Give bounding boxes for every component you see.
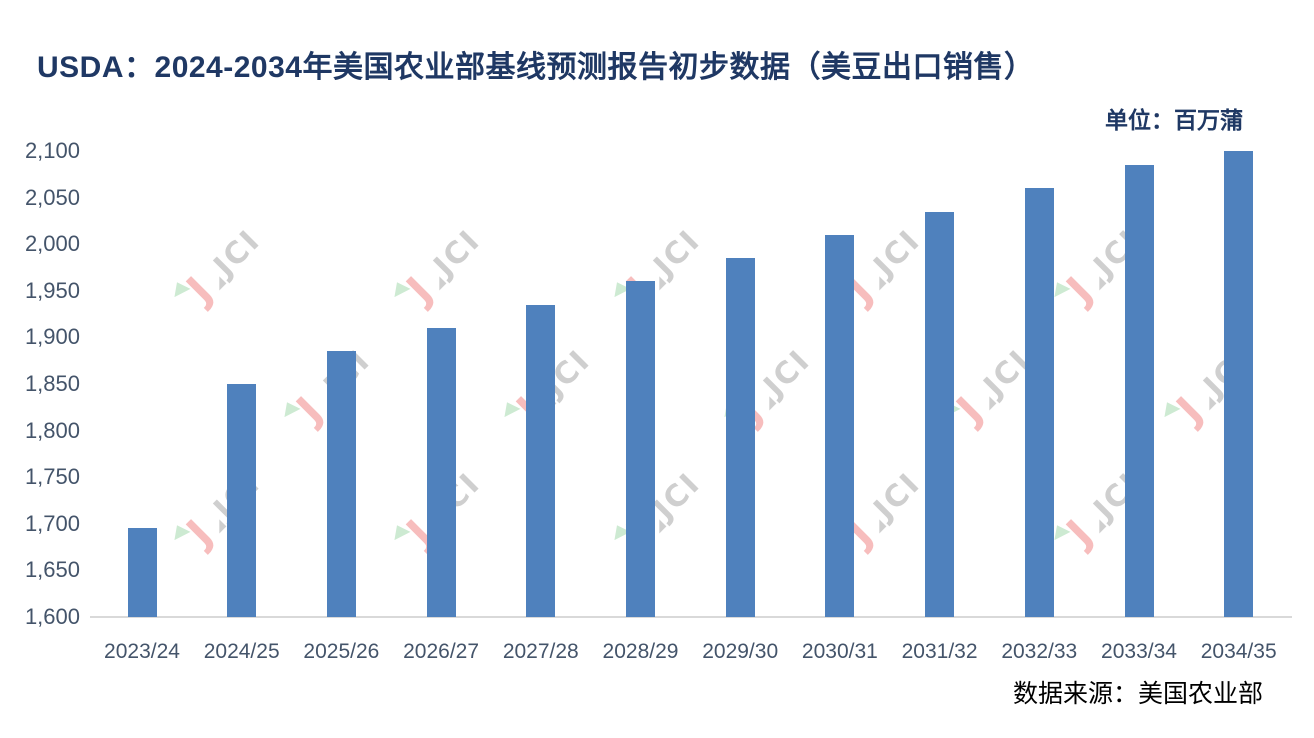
x-axis-tick-label: 2030/31	[801, 640, 878, 663]
x-axis-tick-label: 2025/26	[303, 640, 380, 663]
watermark-gray-wedge-icon	[212, 276, 227, 291]
watermark-jci-text: JCI	[866, 222, 928, 284]
watermark-j-logo: J	[168, 269, 221, 312]
y-axis-tick-label: 2,050	[24, 184, 80, 210]
x-axis-tick-label: 2024/25	[203, 640, 280, 663]
y-axis-tick-label: 2,100	[24, 138, 80, 163]
y-axis-tick-label: 1,600	[24, 604, 80, 629]
bar	[925, 211, 955, 617]
watermark-gray-wedge-icon	[1092, 519, 1107, 534]
x-axis-line	[90, 616, 1292, 618]
watermark-gray-wedge-icon	[872, 276, 887, 291]
watermark-j-logo: J	[388, 269, 441, 312]
watermark-green-triangle-icon	[498, 398, 521, 418]
watermark-gray-wedge-icon	[212, 519, 227, 534]
y-axis-tick-label: 1,800	[24, 417, 80, 443]
x-axis-tick-label: 2029/30	[702, 640, 779, 663]
watermark-j-logo: J	[938, 389, 991, 432]
watermark-gray-wedge-icon	[432, 276, 447, 291]
watermark-gray-wedge-icon	[872, 519, 887, 534]
bar	[626, 281, 655, 617]
y-axis-tick-label: 1,850	[24, 371, 80, 396]
watermark-green-triangle-icon	[388, 278, 411, 298]
bar	[127, 528, 157, 617]
bar	[1024, 188, 1054, 617]
y-axis-tick-label: 1,750	[24, 464, 80, 490]
x-axis-tick-label: 2032/33	[1001, 640, 1078, 663]
bar	[227, 384, 257, 617]
unit-label: 单位：百万蒲	[1105, 107, 1243, 133]
x-axis-tick-label: 2028/29	[602, 640, 679, 663]
x-axis-tick-label: 2031/32	[901, 640, 978, 663]
watermark-j-logo: J	[1048, 512, 1101, 555]
bar	[326, 351, 356, 617]
watermark-gray-wedge-icon	[982, 396, 997, 411]
watermark-jci-text: JCI	[426, 222, 488, 284]
watermark-green-triangle-icon	[168, 278, 191, 298]
watermark-gray-wedge-icon	[1202, 396, 1217, 411]
x-axis-tick-label: 2034/35	[1200, 640, 1277, 663]
y-axis-tick-label: 1,950	[24, 277, 80, 303]
y-axis-tick-label: 1,900	[24, 324, 80, 350]
bar	[725, 258, 755, 617]
watermark-jci-text: JCI	[646, 465, 708, 527]
bar	[1224, 151, 1254, 617]
watermark-green-triangle-icon	[168, 521, 191, 541]
watermark-green-triangle-icon	[278, 398, 301, 418]
watermark-gray-wedge-icon	[1092, 276, 1107, 291]
x-axis-tick-label: 2033/34	[1101, 640, 1177, 663]
y-axis-tick-label: 1,700	[24, 510, 80, 536]
watermark-jci-text: JCI	[756, 342, 818, 404]
x-axis-tick-label: 2026/27	[403, 640, 480, 663]
bar	[1124, 164, 1154, 617]
watermark-j-logo: J	[1048, 269, 1101, 312]
page-title: USDA：2024-2034年美国农业部基线预测报告初步数据（美豆出口销售）	[37, 51, 1035, 84]
y-axis-tick-label: 1,650	[24, 557, 80, 583]
bar	[825, 234, 855, 617]
x-axis-tick-label: 2023/24	[104, 640, 180, 663]
y-axis-tick-label: 2,000	[24, 231, 80, 257]
watermark-j-logo: J	[278, 389, 331, 432]
source-label: 数据来源：美国农业部	[1012, 681, 1263, 708]
x-axis-tick-label: 2027/28	[502, 640, 579, 663]
bar	[426, 328, 456, 617]
watermark-gray-wedge-icon	[762, 396, 777, 411]
watermark-j-logo: J	[1158, 389, 1211, 432]
watermark-jci-text: JCI	[206, 222, 268, 284]
watermark-green-triangle-icon	[1158, 398, 1181, 418]
watermark-jci-text: JCI	[866, 465, 928, 527]
bar	[526, 304, 556, 617]
watermark-j-logo: J	[168, 512, 221, 555]
watermark-jci-text: JCI	[646, 222, 708, 284]
watermark-green-triangle-icon	[388, 521, 411, 541]
